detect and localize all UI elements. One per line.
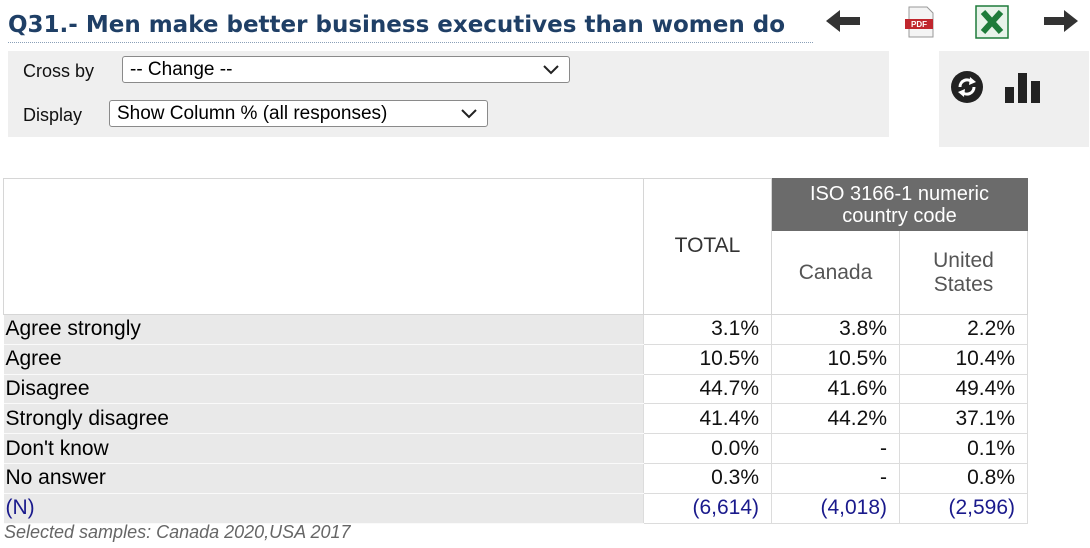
column-group-header-text: ISO 3166-1 numeric country code [810,182,989,227]
row-label-n: (N) [3,493,644,524]
pdf-icon-label: PDF [911,20,927,29]
table-row: Disagree 44.7% 41.6% 49.4% [3,373,1028,405]
row-label: Agree strongly [3,314,644,345]
cell-united-states: 0.1% [899,433,1028,464]
cell-total: 3.1% [643,314,772,345]
pdf-icon[interactable]: PDF [900,4,940,40]
column-header-total: TOTAL [643,178,772,315]
cell-canada: 3.8% [771,314,900,345]
refresh-icon[interactable] [949,69,985,105]
cell-united-states-n: (2,596) [899,492,1028,524]
cell-total: 0.0% [643,433,772,464]
results-table: TOTAL ISO 3166-1 numeric country code Ca… [3,178,1028,524]
column-header-united-states: United States [899,230,1028,315]
display-select[interactable]: Show Column % (all responses) [109,100,488,127]
cell-united-states: 10.4% [899,343,1028,375]
chevron-down-icon [543,65,559,75]
display-label: Display [23,105,83,125]
cell-united-states: 37.1% [899,403,1028,435]
cell-total: 41.4% [643,403,772,435]
row-label: Strongly disagree [3,403,644,435]
cell-canada: - [771,462,900,494]
cell-total-n: (6,614) [643,492,772,524]
cell-total: 44.7% [643,373,772,405]
display-value: Show Column % (all responses) [117,103,388,124]
cell-canada: - [771,433,900,464]
cell-united-states: 2.2% [899,314,1028,345]
cross-by-label: Cross by [23,61,95,81]
samples-note: Selected samples: Canada 2020,USA 2017 [4,522,351,542]
row-label: Don't know [3,433,644,464]
cell-total: 10.5% [643,343,772,375]
cross-by-select[interactable]: -- Change -- [122,56,570,83]
cell-total: 0.3% [643,462,772,494]
excel-icon[interactable] [972,3,1012,41]
question-title: Q31.- Men make better business executive… [8,8,813,43]
arrow-left-icon[interactable] [824,6,864,36]
cross-by-value: -- Change -- [130,59,233,80]
cell-united-states: 0.8% [899,462,1028,494]
table-row: Don't know 0.0% - 0.1% [3,433,1028,464]
table-row: Agree strongly 3.1% 3.8% 2.2% [3,314,1028,345]
column-header-united-states-text: United States [933,248,994,296]
table-row: Agree 10.5% 10.5% 10.4% [3,343,1028,375]
arrow-right-icon[interactable] [1038,6,1082,36]
side-panel [939,51,1089,147]
table-row-n: (N) (6,614) (4,018) (2,596) [3,492,1028,524]
controls-panel: Cross by -- Change -- Display Show Colum… [8,51,889,137]
bar-chart-icon[interactable] [1001,69,1045,105]
cell-canada: 10.5% [771,343,900,375]
cell-canada: 41.6% [771,373,900,405]
header-blank-cell [3,178,644,315]
cell-canada-n: (4,018) [771,492,900,524]
cell-canada: 44.2% [771,403,900,435]
row-label: Agree [3,344,644,375]
row-label: Disagree [3,374,644,405]
row-label: No answer [3,463,644,494]
column-header-canada: Canada [771,230,900,315]
column-group-header: ISO 3166-1 numeric country code [771,178,1028,231]
table-row: No answer 0.3% - 0.8% [3,462,1028,494]
chevron-down-icon [461,109,477,119]
table-row: Strongly disagree 41.4% 44.2% 37.1% [3,403,1028,435]
question-title-text: Q31.- Men make better business executive… [8,12,786,38]
cell-united-states: 49.4% [899,373,1028,405]
